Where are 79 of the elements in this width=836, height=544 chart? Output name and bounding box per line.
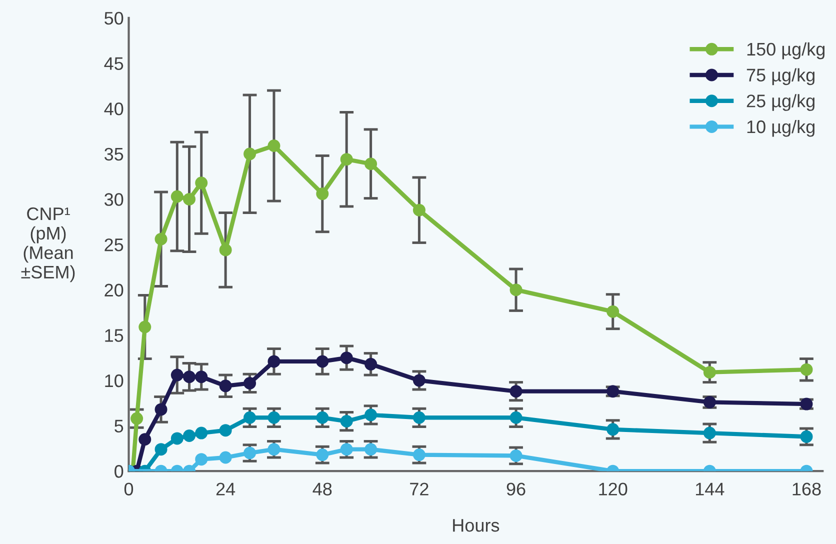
point (244, 446, 256, 460)
point (138, 320, 152, 334)
point (183, 430, 196, 442)
point (703, 366, 716, 379)
x-tick-label: 96 (506, 482, 526, 496)
point (154, 232, 168, 246)
point (268, 355, 280, 368)
x-tick-label: 48 (312, 482, 332, 496)
point (170, 432, 184, 445)
y-axis-title: CNP¹ (pM) (Mean ±SEM) (21, 207, 75, 282)
y-tick-label: 35 (104, 148, 124, 161)
y-tick-label: 45 (104, 57, 124, 70)
point (364, 408, 378, 422)
point (510, 411, 522, 424)
point (412, 411, 426, 424)
x-tick-label: 168 (792, 482, 821, 496)
point (510, 449, 522, 462)
point (340, 352, 353, 364)
point (316, 188, 329, 200)
point (316, 411, 329, 424)
y-tick-label: 10 (105, 374, 124, 388)
point (244, 376, 256, 390)
point (183, 192, 196, 206)
point (195, 176, 208, 190)
y-tick-label: 0 (114, 465, 124, 478)
x-tick-label: 72 (410, 482, 428, 496)
point (244, 411, 256, 424)
point (219, 380, 232, 392)
legend-label: 75 µg/kg (746, 68, 814, 86)
point (195, 370, 208, 384)
point (340, 443, 353, 456)
point (606, 305, 620, 318)
point (364, 358, 378, 370)
point (138, 433, 152, 446)
point (154, 403, 168, 416)
x-tick-label: 144 (696, 482, 724, 496)
y-tick-label: 5 (114, 420, 124, 433)
legend-label: 10 µg/kg (747, 120, 814, 137)
point (364, 443, 378, 456)
point (800, 363, 813, 376)
point (412, 374, 426, 387)
point (510, 284, 522, 296)
point (154, 443, 168, 456)
y-tick-label: 50 (104, 12, 124, 25)
point (316, 355, 329, 368)
y-tick-label: 15 (105, 329, 124, 342)
point (316, 448, 329, 462)
point (703, 426, 716, 440)
y-tick-label: 25 (104, 238, 124, 252)
point (130, 412, 144, 425)
point (510, 385, 522, 398)
point (412, 204, 426, 216)
point (219, 424, 232, 437)
point (219, 451, 232, 464)
point (244, 148, 256, 160)
y-tick-label: 20 (104, 284, 124, 297)
point (183, 370, 196, 384)
point (170, 368, 184, 382)
point (219, 244, 232, 256)
x-axis-title: Hours (453, 519, 500, 532)
point (340, 153, 353, 166)
point (800, 430, 813, 443)
point (340, 415, 353, 428)
point (268, 411, 280, 424)
x-tick-label: 24 (216, 482, 236, 496)
legend-label: 25 µg/kg (746, 94, 814, 111)
y-tick-label: 40 (104, 102, 124, 116)
y-tick-label: 30 (104, 193, 124, 206)
point (268, 139, 280, 152)
point (195, 453, 208, 466)
x-tick-label: 0 (124, 482, 134, 496)
x-tick-label: 120 (599, 482, 628, 496)
legend-label: 150 µg/kg (747, 42, 825, 60)
point (412, 448, 426, 462)
point (195, 426, 208, 440)
point (170, 190, 184, 203)
point (268, 443, 280, 456)
point (606, 423, 620, 436)
point (364, 158, 378, 170)
